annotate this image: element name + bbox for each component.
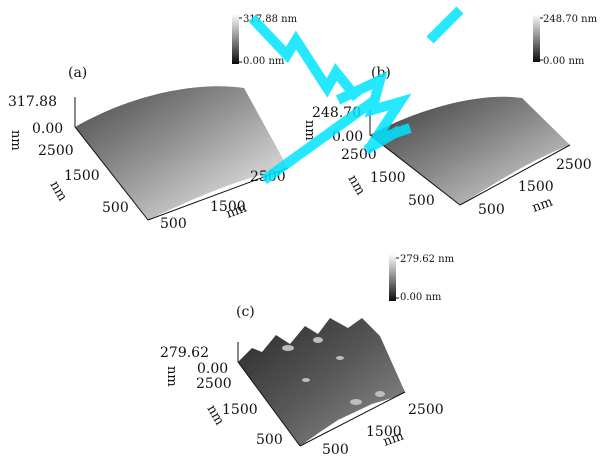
surface-peaks-c	[282, 337, 385, 405]
x-tick-500-c: 500	[322, 442, 349, 457]
colorbar-min-label: 0.00 nm	[543, 56, 585, 67]
colorbar-max-label: 317.88 nm	[243, 14, 298, 25]
watermark-graphic	[248, 6, 464, 185]
colorbar-gradient	[232, 14, 239, 64]
z-unit-c: nm	[164, 366, 179, 387]
colorbar-c: 279.62 nm 0.00 nm	[389, 254, 455, 303]
panel-label-a: (a)	[68, 65, 87, 81]
z-tick-max-a: 317.88	[8, 94, 57, 110]
y-tick-500-b: 500	[408, 193, 435, 209]
colorbar-gradient	[533, 14, 540, 62]
z-tick-min-c: 0.00	[197, 361, 228, 377]
afm-surface-c	[238, 318, 405, 446]
x-tick-1500-a: 1500	[210, 199, 246, 215]
x-tick-1500-c: 1500	[366, 424, 402, 440]
afm-surface-b	[370, 96, 570, 205]
y-tick-1500-a: 1500	[64, 168, 100, 184]
y-tick-1500-c: 1500	[222, 402, 258, 418]
x-tick-1500-b: 1500	[518, 179, 554, 195]
z-unit-b: nm	[302, 120, 317, 141]
x-unit-c: nm	[381, 429, 406, 450]
z-tick-min-a: 0.00	[32, 121, 63, 137]
y-tick-1500-b: 1500	[370, 170, 406, 186]
colorbar-min-label: 0.00 nm	[243, 56, 285, 67]
colorbar-min-label: 0.00 nm	[400, 292, 442, 303]
colorbar-a: 317.88 nm 0.00 nm	[232, 14, 298, 67]
z-tick-min-b: 0.00	[332, 129, 363, 145]
y-tick-500-c: 500	[256, 432, 283, 448]
panel-b: 248.70 nm 0.00 nm (b) 248.70 0.00 nm 250…	[302, 14, 598, 218]
x-tick-2500-c: 2500	[408, 402, 444, 418]
afm-surface-a	[75, 86, 288, 220]
y-tick-500-a: 500	[102, 200, 129, 216]
y-tick-2500-a: 2500	[38, 143, 74, 159]
x-tick-2500-b: 2500	[556, 157, 592, 173]
panel-a: 317.88 nm 0.00 nm (a) 317.88 0.00 nm 250…	[8, 14, 298, 232]
x-unit-b: nm	[530, 195, 555, 216]
y-tick-2500-c: 2500	[196, 376, 232, 392]
colorbar-max-label: 248.70 nm	[543, 14, 598, 25]
x-tick-500-b: 500	[478, 202, 505, 218]
z-tick-max-c: 279.62	[160, 345, 209, 361]
z-unit-a: nm	[8, 130, 23, 151]
x-unit-a: nm	[224, 201, 249, 222]
panel-c: 279.62 nm 0.00 nm (c) 279.62 0.00 nm 250…	[160, 254, 455, 457]
panel-label-c: (c)	[236, 304, 255, 320]
colorbar-gradient	[389, 254, 396, 301]
x-tick-500-a: 500	[160, 216, 187, 232]
colorbar-b: 248.70 nm 0.00 nm	[533, 14, 598, 67]
y-unit-b: nm	[345, 173, 368, 198]
colorbar-max-label: 279.62 nm	[400, 254, 455, 265]
